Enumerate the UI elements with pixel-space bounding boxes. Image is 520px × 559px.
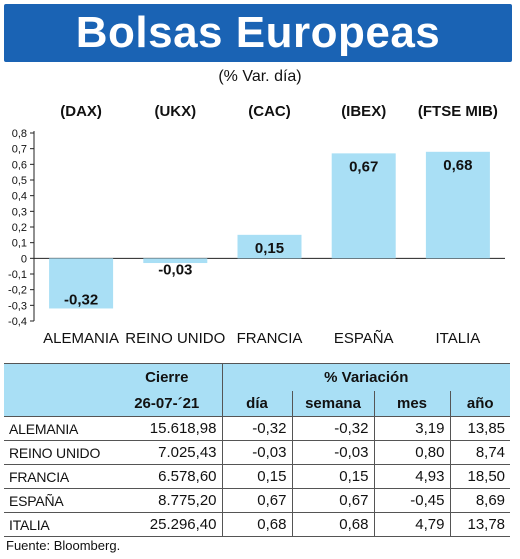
row-semana: -0,32 (291, 416, 374, 441)
bar (237, 234, 302, 259)
row-name: REINO UNIDO (4, 440, 112, 465)
bar (143, 258, 208, 264)
y-tick-label: -0,1 (8, 269, 27, 281)
row-name: FRANCIA (4, 464, 112, 489)
index-label: (DAX) (60, 103, 102, 120)
row-ano: 13,78 (449, 512, 511, 537)
x-tick-label: ALEMANIA (43, 330, 119, 347)
table-row: REINO UNIDO 7.025,43 -0,03 -0,03 0,80 8,… (4, 440, 511, 465)
row-cierre: 8.775,20 (112, 488, 222, 513)
y-tick-label: 0,6 (12, 159, 27, 171)
row-cierre: 15.618,98 (112, 416, 222, 441)
y-tick-label: 0,1 (12, 238, 27, 250)
y-tick-label: 0 (21, 253, 27, 265)
header-blank (4, 363, 112, 391)
row-mes: -0,45 (373, 488, 450, 513)
row-semana: 0,15 (291, 464, 374, 489)
row-cierre: 25.296,40 (112, 512, 222, 537)
data-label: -0,03 (158, 261, 192, 278)
table-row: FRANCIA 6.578,60 0,15 0,15 4,93 18,50 (4, 464, 511, 489)
row-dia: -0,03 (221, 440, 292, 465)
index-label: (UKX) (154, 103, 196, 120)
x-tick-label: ITALIA (436, 330, 481, 347)
header-date: 26-07-´21 (112, 391, 222, 417)
table-row: ESPAÑA 8.775,20 0,67 0,67 -0,45 8,69 (4, 488, 511, 513)
y-tick-label: 0,2 (12, 222, 27, 234)
bar (425, 151, 490, 259)
subtitle: (% Var. día) (218, 68, 302, 85)
y-tick-label: -0,3 (8, 300, 27, 312)
row-mes: 4,79 (373, 512, 450, 537)
table-row: ITALIA 25.296,40 0,68 0,68 4,79 13,78 (4, 512, 511, 537)
subheader-dia: día (221, 391, 292, 417)
y-tick-label: 0,3 (12, 206, 27, 218)
row-mes: 3,19 (373, 416, 450, 441)
y-tick-label: -0,4 (8, 316, 27, 328)
row-name: ALEMANIA (4, 416, 112, 441)
source-note: Fuente: Bloomberg. (6, 538, 121, 553)
y-tick-label: 0,8 (12, 128, 27, 140)
header-cierre: Cierre (112, 363, 222, 391)
row-dia: 0,68 (221, 512, 292, 537)
row-dia: -0,32 (221, 416, 292, 441)
subheader-ano: año (449, 391, 511, 417)
y-tick-label: 0,5 (12, 175, 27, 187)
subheader-blank (4, 391, 112, 417)
subheader-mes: mes (373, 391, 450, 417)
x-tick-label: REINO UNIDO (125, 330, 225, 347)
row-ano: 13,85 (449, 416, 511, 441)
y-tick-label: 0,7 (12, 144, 27, 156)
page-title: Bolsas Europeas (75, 8, 441, 57)
y-tick-label: 0,4 (12, 191, 27, 203)
row-cierre: 6.578,60 (112, 464, 222, 489)
row-name: ITALIA (4, 512, 112, 537)
y-tick-label: -0,2 (8, 285, 27, 297)
title-banner: Bolsas Europeas (4, 4, 512, 62)
bar (49, 258, 114, 309)
data-label: 0,68 (443, 157, 472, 174)
data-table-wrap: Cierre % Variación 26-07-´21 día semana … (4, 363, 511, 537)
row-ano: 8,74 (449, 440, 511, 465)
row-dia: 0,15 (221, 464, 292, 489)
index-label: (CAC) (248, 103, 291, 120)
row-semana: -0,03 (291, 440, 374, 465)
data-table: Cierre % Variación 26-07-´21 día semana … (4, 363, 511, 537)
index-label: (FTSE MIB) (418, 103, 498, 120)
bar (331, 153, 396, 259)
row-ano: 8,69 (449, 488, 511, 513)
row-mes: 0,80 (373, 440, 450, 465)
x-tick-label: ESPAÑA (334, 330, 394, 347)
index-label: (IBEX) (341, 103, 386, 120)
row-semana: 0,67 (291, 488, 374, 513)
bar-chart: 0,8 0,7 0,6 0,5 0,4 0,3 0,2 0,1 0 -0,1 -0,2 -0,3 -0,… (8, 103, 505, 347)
data-label: 0,15 (255, 240, 284, 257)
subheader-semana: semana (291, 391, 374, 417)
table-header-row: Cierre % Variación (4, 363, 511, 391)
row-mes: 4,93 (373, 464, 450, 489)
table-subheader-row: 26-07-´21 día semana mes año (4, 391, 511, 417)
x-tick-label: FRANCIA (237, 330, 303, 347)
row-ano: 18,50 (449, 464, 511, 489)
row-semana: 0,68 (291, 512, 374, 537)
data-label: 0,67 (349, 158, 378, 175)
row-name: ESPAÑA (4, 488, 112, 513)
header-variacion: % Variación (221, 363, 511, 391)
row-cierre: 7.025,43 (112, 440, 222, 465)
row-dia: 0,67 (221, 488, 292, 513)
data-label: -0,32 (64, 291, 98, 308)
table-row: ALEMANIA 15.618,98 -0,32 -0,32 3,19 13,8… (4, 416, 511, 441)
